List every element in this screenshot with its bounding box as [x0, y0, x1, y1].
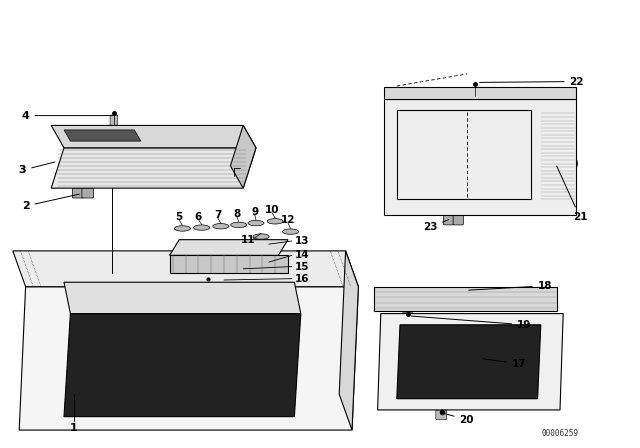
Text: 23: 23	[423, 220, 449, 232]
Polygon shape	[374, 287, 557, 311]
Polygon shape	[51, 148, 256, 188]
Polygon shape	[170, 255, 288, 273]
Text: 1: 1	[70, 423, 77, 433]
FancyBboxPatch shape	[444, 215, 454, 225]
Text: 10: 10	[265, 205, 279, 215]
Text: 3: 3	[19, 162, 55, 175]
Ellipse shape	[248, 220, 264, 226]
Text: 17: 17	[483, 359, 527, 369]
Text: 19: 19	[411, 316, 531, 330]
Polygon shape	[384, 99, 576, 215]
Polygon shape	[230, 125, 256, 188]
Ellipse shape	[174, 226, 191, 231]
Text: 6: 6	[195, 212, 202, 222]
FancyBboxPatch shape	[436, 410, 447, 420]
FancyBboxPatch shape	[82, 188, 93, 198]
FancyBboxPatch shape	[402, 313, 413, 321]
Text: 12: 12	[281, 215, 295, 225]
FancyBboxPatch shape	[72, 188, 84, 198]
Ellipse shape	[268, 219, 283, 224]
FancyBboxPatch shape	[110, 115, 118, 126]
Text: 2: 2	[22, 194, 79, 211]
Polygon shape	[339, 251, 358, 430]
Text: 9: 9	[251, 207, 259, 217]
Ellipse shape	[212, 224, 229, 229]
FancyBboxPatch shape	[470, 96, 479, 103]
Text: 4: 4	[22, 111, 113, 121]
Polygon shape	[13, 251, 358, 287]
FancyBboxPatch shape	[453, 215, 463, 225]
Polygon shape	[64, 282, 301, 314]
Bar	[230, 267, 246, 276]
Polygon shape	[384, 87, 576, 99]
Text: 7: 7	[214, 210, 221, 220]
Text: 21: 21	[557, 166, 588, 222]
Polygon shape	[397, 325, 541, 399]
Text: 22: 22	[479, 77, 584, 86]
Text: 18: 18	[468, 281, 552, 291]
Text: 5: 5	[175, 212, 183, 222]
FancyBboxPatch shape	[203, 280, 213, 285]
Ellipse shape	[253, 234, 269, 239]
Text: 14: 14	[294, 250, 309, 260]
Polygon shape	[64, 130, 141, 141]
Text: 16: 16	[294, 274, 309, 284]
Text: 8: 8	[233, 209, 241, 219]
Text: 20: 20	[445, 414, 474, 425]
Polygon shape	[378, 314, 563, 410]
Ellipse shape	[283, 229, 298, 234]
Text: 00006259: 00006259	[541, 429, 579, 438]
Text: 15: 15	[294, 262, 309, 271]
Polygon shape	[51, 125, 256, 148]
Text: 13: 13	[294, 236, 309, 246]
Text: 11: 11	[241, 235, 255, 245]
Bar	[250, 267, 266, 276]
Polygon shape	[19, 287, 358, 430]
Polygon shape	[64, 314, 301, 417]
Ellipse shape	[231, 222, 247, 228]
Polygon shape	[170, 240, 288, 255]
Ellipse shape	[193, 225, 210, 230]
